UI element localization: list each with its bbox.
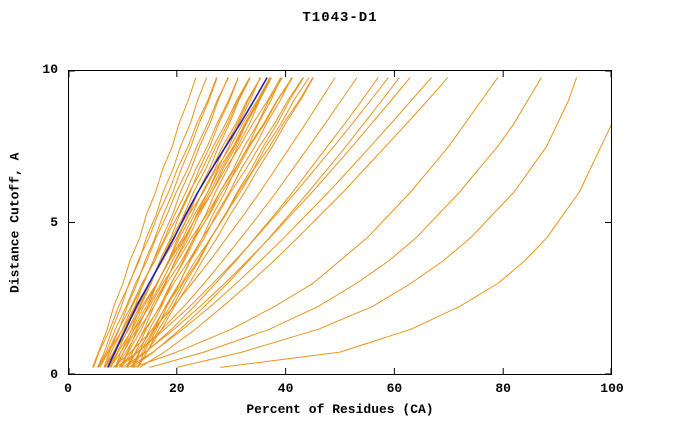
y-tick-label: 10 <box>42 62 58 77</box>
plot-area <box>68 70 612 375</box>
x-tick-label: 80 <box>495 381 511 396</box>
chart-title: T1043-D1 <box>302 10 378 26</box>
x-tick-label: 0 <box>64 381 72 396</box>
x-tick-label: 20 <box>168 381 185 396</box>
x-tick-label: 100 <box>600 381 624 396</box>
x-tick-label: 60 <box>386 381 403 396</box>
x-tick-label: 40 <box>277 381 294 396</box>
y-tick-label: 0 <box>50 367 58 382</box>
x-axis-label: Percent of Residues (CA) <box>246 402 434 417</box>
y-tick-label: 5 <box>50 214 58 230</box>
y-axis-label: Distance Cutoff, A <box>7 152 23 293</box>
plot-canvas <box>68 70 612 375</box>
